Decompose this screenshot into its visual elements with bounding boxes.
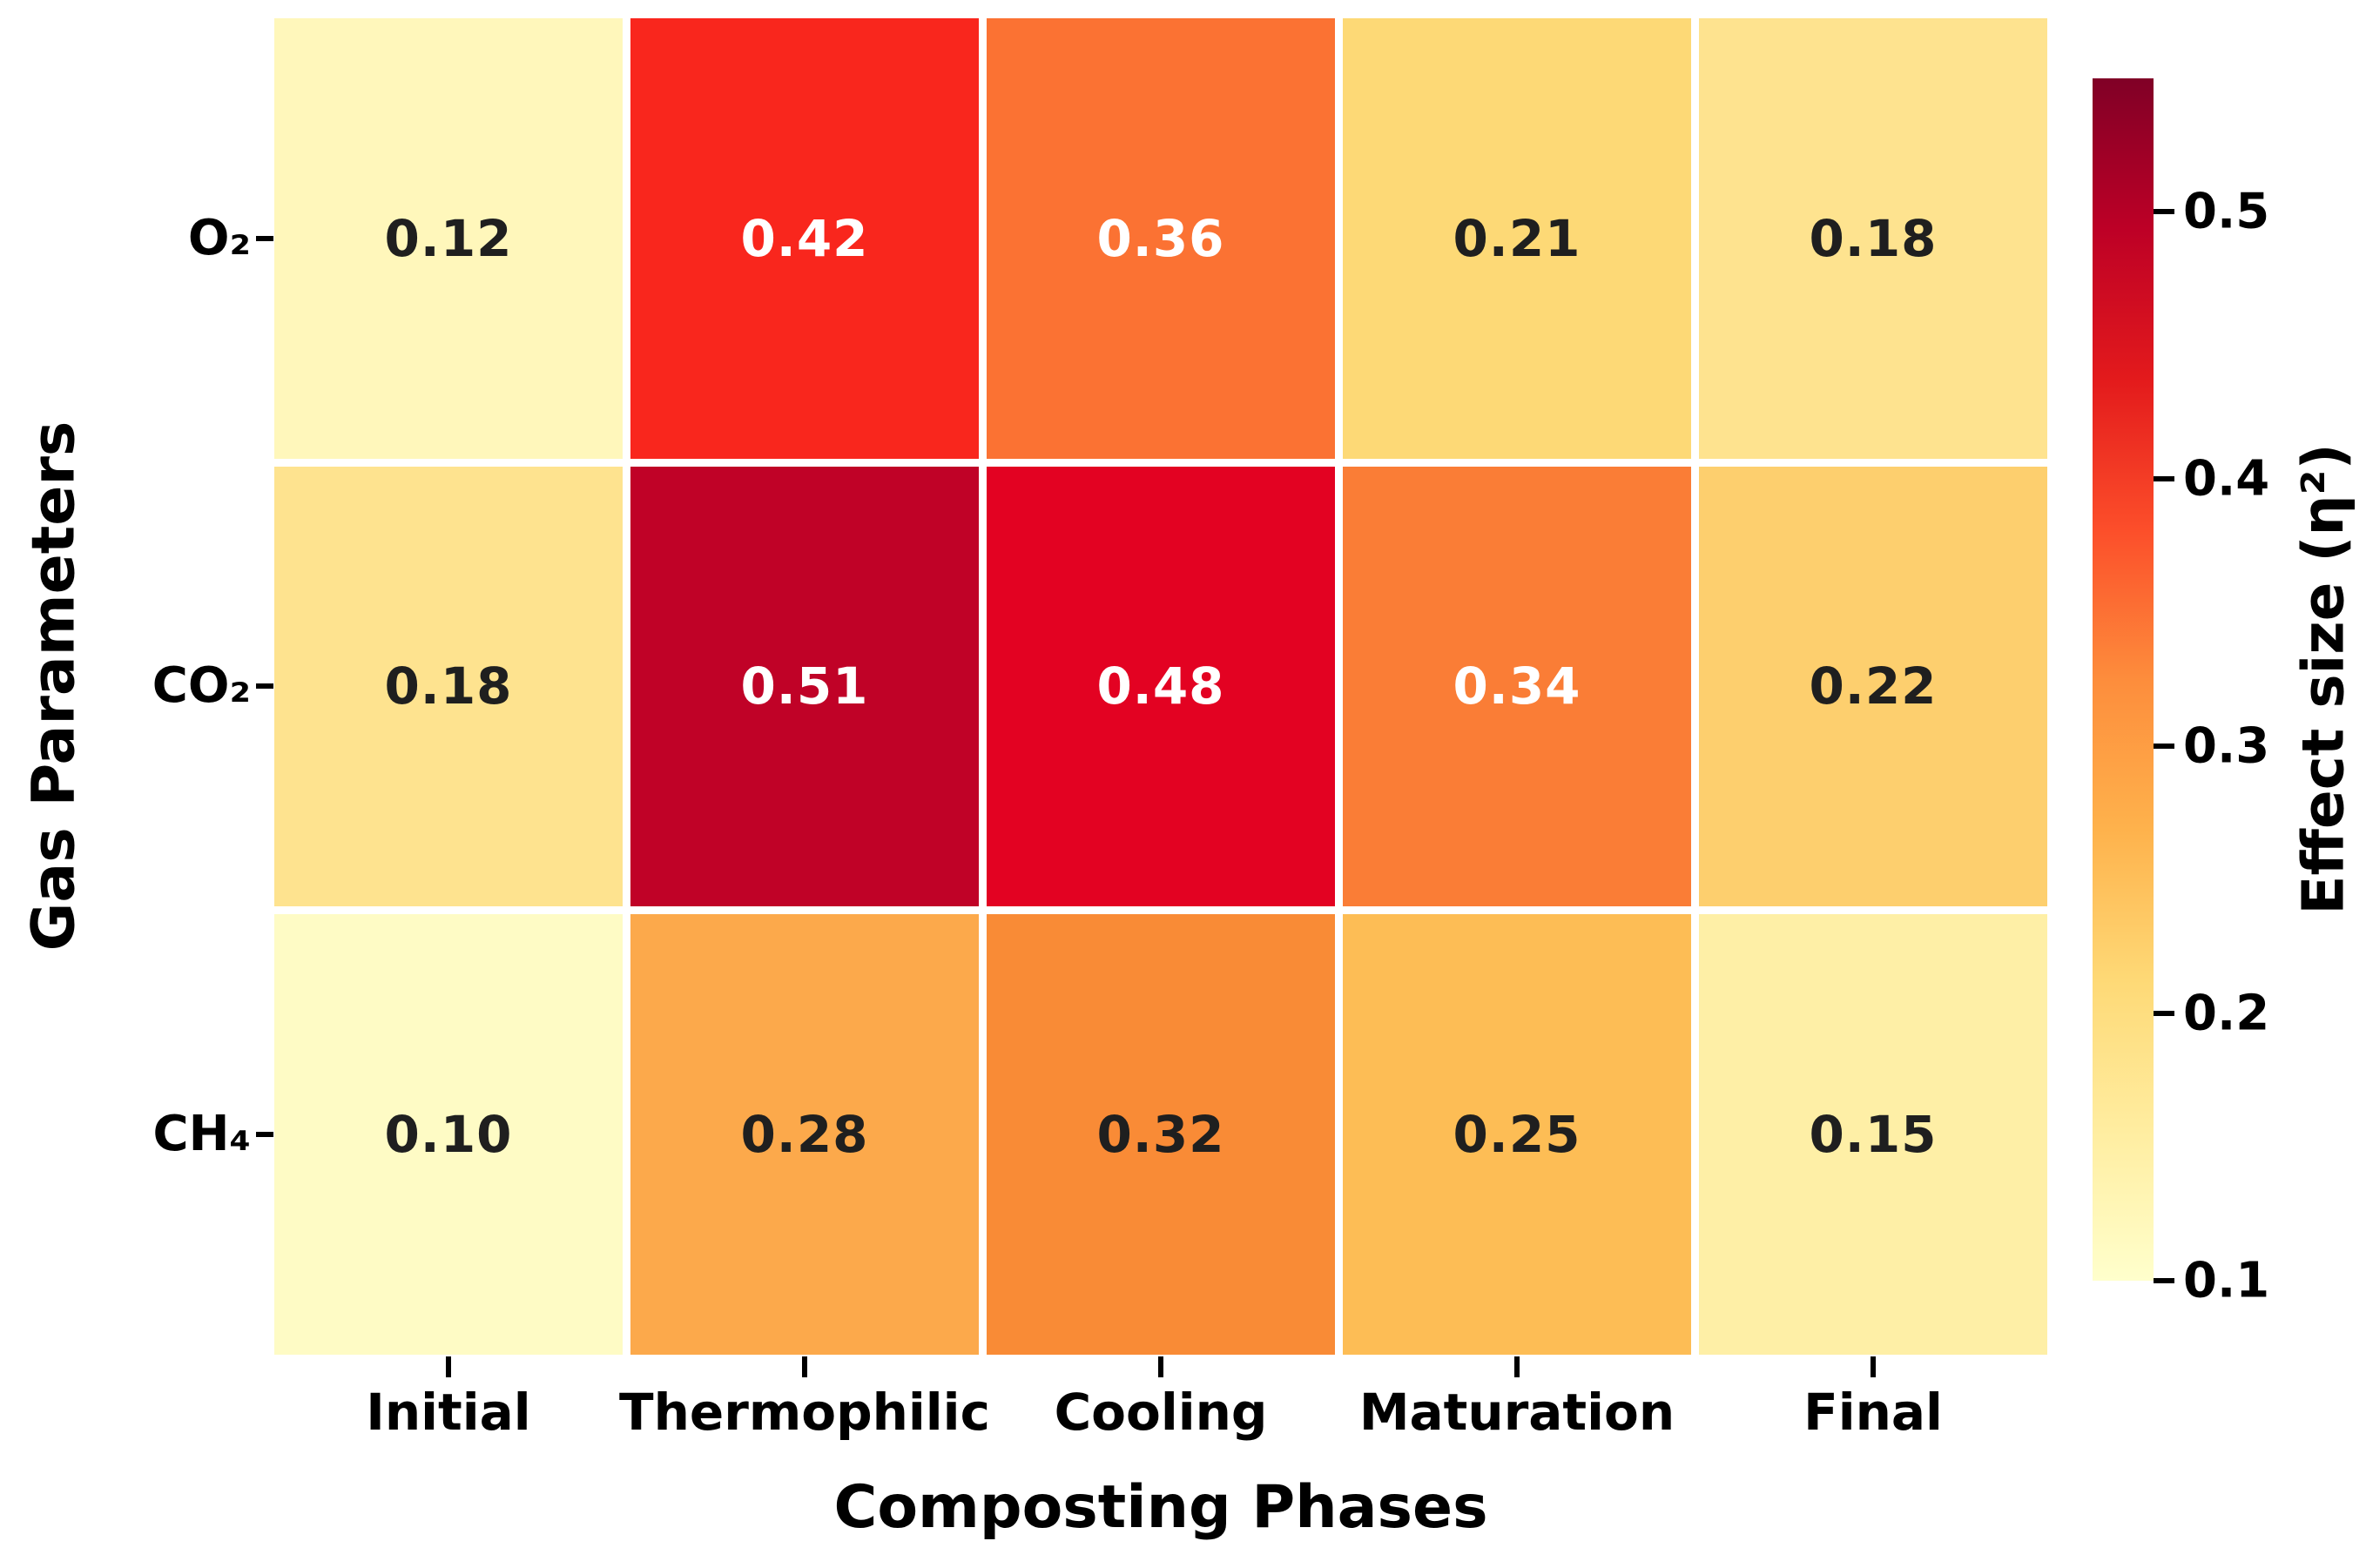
- colorbar-tick-label: 0.2: [2183, 985, 2270, 1042]
- colorbar-tick-label: 0.5: [2183, 183, 2270, 240]
- heatmap-cell: 0.18: [274, 466, 623, 907]
- heatmap-cell: 0.36: [987, 18, 1335, 459]
- y-tick-mark: [256, 683, 273, 690]
- heatmap-grid: 0.12 0.42 0.36 0.21 0.18 0.18 0.51 0.48 0.34 0.22…: [274, 18, 2047, 1355]
- y-tick-label: CH₄: [152, 1106, 252, 1162]
- colorbar-label: Effect size (η²): [2289, 443, 2357, 915]
- colorbar-gradient: [2093, 78, 2154, 1281]
- colorbar-tick-label: 0.1: [2183, 1252, 2270, 1309]
- heatmap-cell: 0.18: [1699, 18, 2047, 459]
- x-tick-mark: [1158, 1356, 1163, 1377]
- colorbar-tick-mark: [2154, 1011, 2174, 1017]
- x-tick-mark: [1514, 1356, 1520, 1377]
- x-tick-mark: [1871, 1356, 1876, 1377]
- heatmap-cell: 0.32: [987, 914, 1335, 1355]
- x-tick-label: Cooling: [1054, 1383, 1268, 1442]
- x-tick-label: Maturation: [1358, 1383, 1675, 1442]
- heatmap-cell: 0.34: [1343, 466, 1691, 907]
- colorbar-tick-mark: [2154, 1278, 2174, 1283]
- x-tick-mark: [446, 1356, 451, 1377]
- heatmap-cell: 0.10: [274, 914, 623, 1355]
- colorbar-tick-label: 0.4: [2183, 450, 2270, 508]
- colorbar-tick-mark: [2154, 209, 2174, 215]
- heatmap-cell: 0.42: [630, 18, 979, 459]
- heatmap-cell: 0.28: [630, 914, 979, 1355]
- y-tick-mark: [256, 235, 273, 241]
- x-axis-title: Composting Phases: [833, 1473, 1488, 1542]
- colorbar-tick-mark: [2154, 744, 2174, 750]
- y-tick-mark: [256, 1132, 273, 1137]
- x-tick-label: Thermophilic: [619, 1383, 990, 1442]
- heatmap-cell: 0.12: [274, 18, 623, 459]
- colorbar-tick-mark: [2154, 476, 2174, 482]
- colorbar-tick-label: 0.3: [2183, 717, 2270, 775]
- x-tick-label: Initial: [366, 1383, 531, 1442]
- heatmap-cell: 0.51: [630, 466, 979, 907]
- x-tick-label: Final: [1803, 1383, 1943, 1442]
- y-tick-label: O₂: [187, 209, 251, 266]
- heatmap-cell: 0.48: [987, 466, 1335, 907]
- y-tick-label: CO₂: [152, 657, 251, 715]
- x-tick-mark: [802, 1356, 807, 1377]
- heatmap-cell: 0.21: [1343, 18, 1691, 459]
- heatmap-cell: 0.22: [1699, 466, 2047, 907]
- heatmap-cell: 0.15: [1699, 914, 2047, 1355]
- heatmap-cell: 0.25: [1343, 914, 1691, 1355]
